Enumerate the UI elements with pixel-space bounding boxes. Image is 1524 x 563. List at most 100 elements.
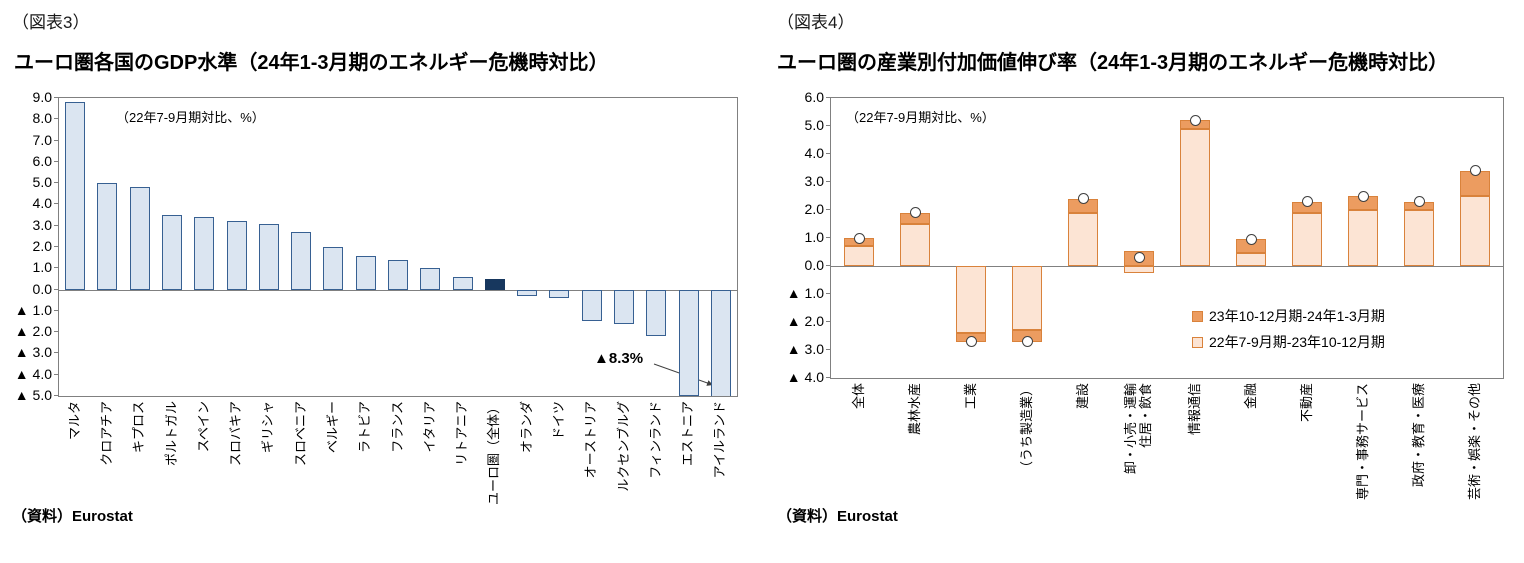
total-marker bbox=[909, 207, 921, 219]
x-category-label: オランダ bbox=[518, 401, 534, 454]
y-tick-label: 4.0 bbox=[32, 195, 52, 212]
x-category-label: リトアニア bbox=[454, 401, 470, 466]
y-tick-mark bbox=[54, 203, 58, 205]
x-category-label: 金融 bbox=[1242, 383, 1258, 410]
y-tick-mark bbox=[826, 293, 830, 294]
segment-early-period bbox=[900, 224, 930, 266]
y-tick-mark bbox=[826, 321, 830, 322]
x-category-label: フィンランド bbox=[647, 401, 663, 479]
y-tick-label: 4.0 bbox=[804, 145, 824, 161]
y-tick-label: 0.0 bbox=[804, 257, 824, 273]
total-marker bbox=[1413, 196, 1425, 208]
y-tick-mark bbox=[54, 395, 58, 396]
y-tick-label: ▲ 2.0 bbox=[786, 313, 824, 329]
y-tick-label: 1.0 bbox=[32, 259, 52, 276]
y-tick-mark bbox=[54, 160, 58, 162]
x-category-label: ラトビア bbox=[357, 401, 373, 454]
x-category-label: アイルランド bbox=[712, 401, 728, 479]
legend-swatch-late bbox=[1192, 310, 1203, 322]
segment-early-period bbox=[1180, 128, 1210, 266]
y-tick-mark bbox=[54, 267, 58, 269]
gdp-bar bbox=[323, 247, 344, 290]
y-tick-label: 7.0 bbox=[32, 131, 52, 148]
total-marker bbox=[853, 232, 865, 244]
y-tick-mark bbox=[826, 265, 830, 266]
segment-early-period bbox=[1292, 212, 1322, 266]
gdp-bar bbox=[517, 289, 538, 296]
x-category-label: 政府・教育・医療 bbox=[1410, 383, 1426, 488]
gdp-bar-euro-area bbox=[484, 278, 505, 290]
total-marker bbox=[1077, 193, 1089, 205]
fig3-tag: （図表3） bbox=[12, 13, 90, 32]
x-category-label: フランス bbox=[389, 401, 405, 453]
x-category-label: スロバキア bbox=[228, 401, 244, 467]
legend-swatch-early bbox=[1192, 336, 1203, 348]
y-tick-label: ▲ 5.0 bbox=[14, 387, 52, 403]
segment-early-period bbox=[1404, 210, 1434, 266]
y-tick-label: ▲ 2.0 bbox=[14, 323, 52, 340]
gdp-bar bbox=[420, 268, 441, 290]
y-tick-label: ▲ 3.0 bbox=[786, 341, 824, 357]
y-tick-label: 3.0 bbox=[804, 173, 824, 189]
y-tick-label: 2.0 bbox=[32, 238, 52, 254]
zero-line bbox=[59, 289, 737, 291]
gdp-bar bbox=[194, 217, 215, 290]
fig3-axis-note: （22年7-9月期対比、%） bbox=[116, 110, 265, 125]
x-category-label: エストニア bbox=[680, 401, 696, 467]
y-tick-mark bbox=[54, 118, 58, 120]
y-tick-label: 6.0 bbox=[32, 152, 52, 169]
y-tick-label: 5.0 bbox=[32, 174, 52, 191]
x-category-label: ベルギー bbox=[324, 401, 340, 454]
legend-label-early: 22年7-9月期-23年10-12月期 bbox=[1209, 334, 1385, 350]
segment-early-period bbox=[1460, 196, 1490, 266]
y-tick-mark bbox=[826, 349, 830, 350]
segment-early-period bbox=[1124, 266, 1154, 273]
x-category-label: マルタ bbox=[66, 401, 82, 441]
gdp-bar bbox=[162, 215, 182, 290]
x-category-label: 全体 bbox=[850, 383, 866, 410]
fig4-tag: （図表4） bbox=[777, 13, 855, 32]
y-tick-label: 5.0 bbox=[804, 117, 824, 133]
y-tick-mark bbox=[826, 97, 830, 98]
x-category-label: 卸・小売・運輸 住居・飲食 bbox=[1123, 383, 1153, 475]
gdp-bar bbox=[226, 221, 247, 290]
y-tick-label: ▲ 4.0 bbox=[786, 369, 824, 385]
gdp-bar bbox=[355, 255, 376, 290]
y-tick-mark bbox=[54, 373, 58, 375]
fig3-source: （資料）Eurostat bbox=[12, 508, 133, 525]
gdp-bar bbox=[258, 223, 279, 290]
gdp-bar bbox=[291, 232, 312, 290]
x-category-label: ユーロ圏（全体） bbox=[486, 401, 502, 506]
total-marker bbox=[1133, 252, 1145, 264]
fig4-title: ユーロ圏の産業別付加価値伸び率（24年1-3月期のエネルギー危機時対比） bbox=[777, 52, 1449, 74]
segment-early-period bbox=[1068, 212, 1098, 266]
x-category-label: ルクセンブルグ bbox=[615, 401, 631, 492]
y-tick-label: 3.0 bbox=[32, 216, 52, 233]
y-tick-mark bbox=[54, 331, 58, 333]
y-tick-mark bbox=[54, 182, 58, 184]
segment-early-period bbox=[844, 246, 874, 266]
gdp-bar bbox=[129, 187, 150, 290]
legend-item-late: 23年10-12月期-24年1-3月期 bbox=[1192, 303, 1385, 329]
y-tick-mark bbox=[826, 209, 830, 210]
x-category-label: 情報通信 bbox=[1186, 383, 1202, 436]
y-tick-label: 0.0 bbox=[32, 280, 52, 297]
y-tick-label: 2.0 bbox=[804, 201, 824, 217]
fig3-ireland-annotation: ▲8.3% bbox=[594, 350, 644, 367]
x-category-label: ギリシャ bbox=[260, 401, 276, 454]
y-tick-mark bbox=[826, 181, 830, 182]
total-marker bbox=[965, 336, 977, 348]
y-tick-label: 8.0 bbox=[32, 110, 52, 127]
legend-item-early: 22年7-9月期-23年10-12月期 bbox=[1192, 329, 1385, 355]
total-marker bbox=[1301, 196, 1313, 208]
x-category-label: イタリア bbox=[421, 401, 437, 453]
y-tick-mark bbox=[826, 237, 830, 238]
x-category-label: スロベニア bbox=[292, 401, 308, 467]
y-tick-mark bbox=[826, 125, 830, 126]
y-tick-mark bbox=[826, 377, 830, 378]
x-category-label: 工業 bbox=[962, 383, 978, 410]
fig4-source: （資料）Eurostat bbox=[777, 508, 898, 525]
x-category-label: 芸術・娯楽・その他 bbox=[1466, 383, 1482, 501]
x-category-label: オーストリア bbox=[583, 401, 599, 479]
